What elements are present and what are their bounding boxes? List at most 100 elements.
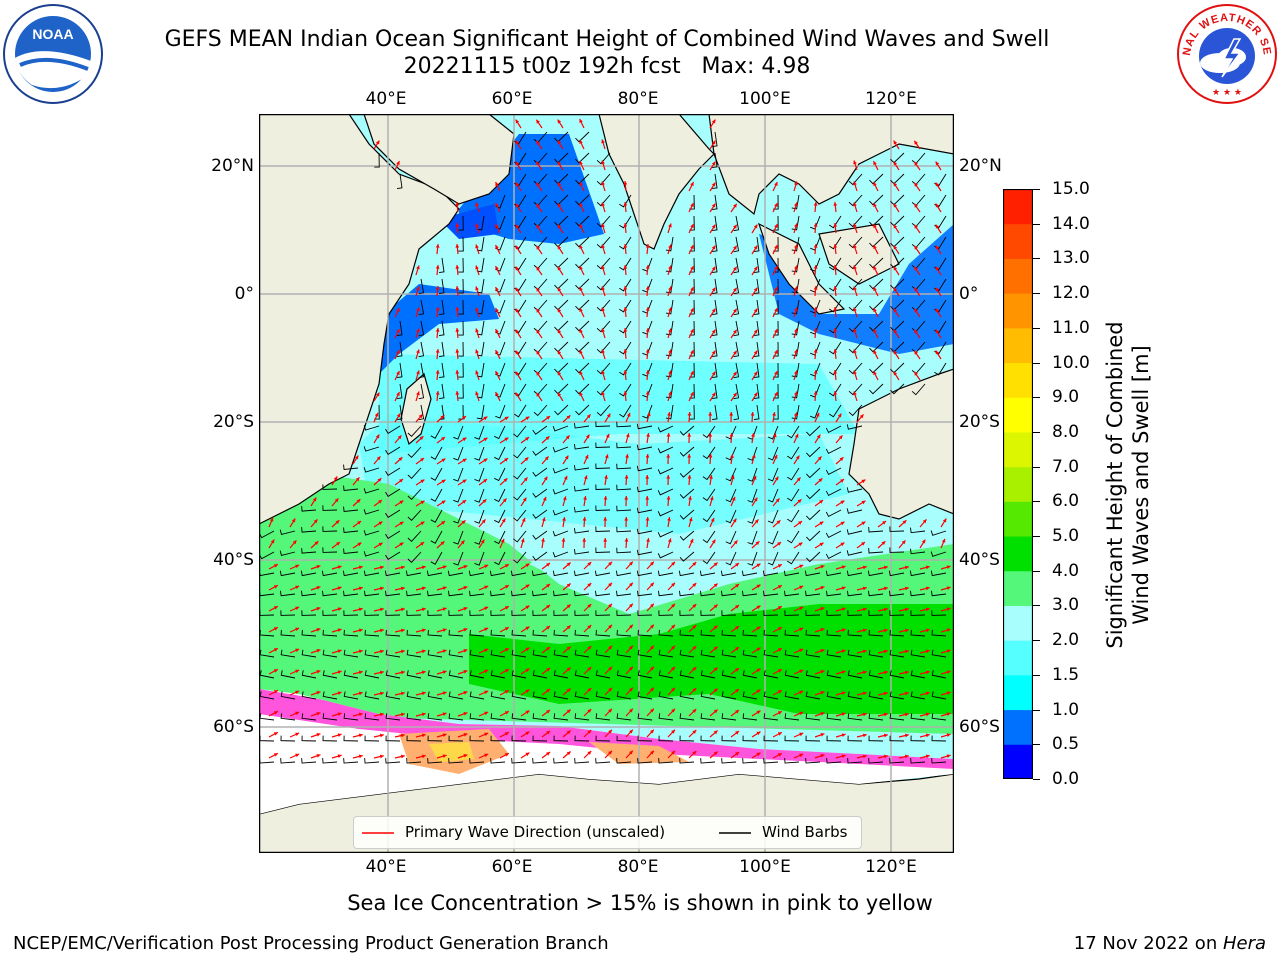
wind-barb: [805, 590, 821, 597]
wind-barb: [791, 278, 800, 294]
wind-barb: [712, 362, 718, 379]
wave-direction-arrowhead: [399, 521, 404, 526]
wind-barb: [658, 691, 674, 700]
wind-barb: [784, 590, 800, 597]
wave-direction-arrowhead: [798, 521, 803, 525]
wave-direction-arrowhead: [774, 266, 778, 271]
wave-direction-arrowhead: [777, 753, 782, 757]
wave-direction-arrowhead: [416, 307, 420, 312]
wind-barb: [385, 649, 401, 658]
wave-direction-arrowhead: [416, 391, 420, 396]
wind-barb: [658, 758, 674, 764]
wind-barb: [595, 505, 611, 511]
wave-direction-arrowhead: [833, 223, 838, 227]
wave-direction-arrowhead: [484, 711, 489, 716]
wind-barb: [848, 341, 863, 354]
wind-barb: [637, 691, 653, 700]
wave-direction-arrowhead: [482, 499, 487, 504]
wind-barb: [280, 610, 296, 616]
wind-barb: [848, 194, 863, 207]
lat-label-right-60s: 60°S: [959, 717, 1000, 737]
wave-direction-arrowhead: [500, 538, 505, 543]
wave-direction-arrowhead: [484, 669, 489, 674]
wave-direction-arrowhead: [629, 729, 633, 734]
wave-direction-arrowhead: [921, 539, 926, 544]
wave-direction-arrowhead: [690, 308, 694, 313]
wind-barb: [828, 383, 842, 397]
wind-barb: [406, 691, 422, 700]
wind-barb: [791, 383, 800, 399]
wave-direction-arrowhead: [475, 328, 479, 333]
wave-direction-arrowhead: [564, 455, 569, 460]
wave-direction-arrowhead: [484, 606, 489, 611]
wind-barb: [595, 442, 611, 448]
wind-barb: [910, 527, 926, 534]
wave-direction-arrowhead: [753, 329, 758, 334]
wind-barb: [657, 509, 674, 517]
wind-barb: [828, 215, 842, 229]
wind-barb: [322, 691, 338, 700]
wind-barb: [725, 425, 737, 440]
wave-direction-arrowhead: [756, 710, 761, 715]
wave-direction-arrowhead: [377, 478, 382, 483]
wind-barb: [513, 425, 527, 438]
wave-direction-arrowhead: [587, 688, 592, 692]
colorbar-tick-mark: [1033, 327, 1040, 329]
wind-barb: [848, 215, 863, 228]
wave-direction-arrowhead: [557, 140, 562, 145]
wind-barb: [427, 713, 443, 721]
lon-label-top-60e: 60°E: [491, 89, 533, 109]
wave-direction-arrowhead: [841, 607, 846, 612]
wind-barb: [511, 649, 527, 658]
wave-direction-arrowhead: [689, 538, 694, 543]
wind-barb: [733, 320, 740, 337]
wave-direction-arrowhead: [883, 712, 888, 717]
wind-barb: [679, 735, 695, 742]
wave-direction-arrowhead: [400, 607, 405, 612]
wave-direction-arrowhead: [914, 245, 918, 250]
wave-direction-arrowhead: [883, 733, 888, 738]
wave-direction-arrowhead: [775, 498, 780, 503]
wave-direction-arrowhead: [536, 245, 540, 250]
wave-direction-arrowhead: [862, 691, 867, 696]
wind-barb: [825, 425, 842, 434]
wave-direction-arrowhead: [515, 203, 520, 208]
wind-barb: [637, 610, 653, 616]
wave-direction-arrowhead: [273, 585, 278, 589]
wave-direction-arrowhead: [841, 586, 846, 591]
wind-barb: [637, 649, 653, 658]
wave-direction-arrowhead: [416, 349, 420, 354]
wave-direction-arrowhead: [815, 412, 820, 417]
wind-barb: [868, 547, 884, 554]
wave-direction-arrowhead: [756, 752, 761, 757]
wind-barb: [469, 670, 485, 679]
wave-direction-arrowhead: [462, 479, 467, 484]
wave-direction-arrowhead: [455, 265, 460, 269]
wind-barb: [725, 509, 737, 524]
colorbar-tick-label: 9.0: [1052, 387, 1080, 408]
wave-direction-arrowhead: [525, 647, 530, 652]
wave-direction-arrowhead: [291, 518, 296, 523]
wind-barb: [868, 629, 884, 637]
wind-barb: [742, 735, 758, 742]
wind-barb: [679, 488, 695, 499]
wave-direction-arrowhead: [799, 732, 804, 737]
wave-direction-arrowhead: [557, 266, 562, 271]
wave-direction-arrowhead: [893, 161, 898, 166]
wave-direction-arrowhead: [668, 265, 672, 270]
lat-label-left-0: 0°: [234, 284, 254, 304]
wave-direction-arrowhead: [546, 710, 551, 714]
lon-label-bottom-40e: 40°E: [365, 857, 407, 877]
wave-direction-arrowhead: [904, 586, 909, 591]
wind-barb: [619, 236, 632, 250]
wind-barb: [616, 758, 632, 764]
wave-direction-arrowhead: [873, 308, 877, 313]
wave-direction-arrowhead: [442, 754, 447, 759]
wave-direction-arrowhead: [562, 517, 566, 521]
wave-direction-arrowhead: [893, 140, 898, 145]
colorbar-segment: [1003, 605, 1033, 641]
wave-direction-arrowhead: [645, 496, 650, 500]
wind-barb: [553, 735, 569, 742]
arabian-peninsula: [363, 114, 515, 205]
wave-direction-arrowhead: [833, 349, 838, 353]
